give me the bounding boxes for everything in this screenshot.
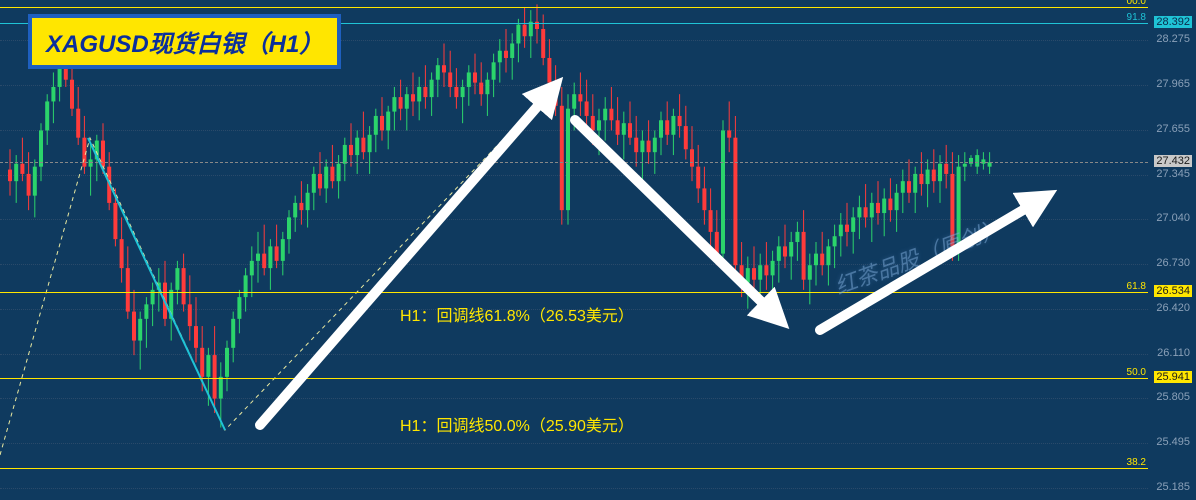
chart-root: XAGUSD现货白银（H1） 25.18525.49525.80526.1102… (0, 0, 1196, 500)
annotation-1: H1：回调线50.0%（25.90美元） (400, 412, 634, 436)
chart-title-text: XAGUSD现货白银（H1） (46, 31, 323, 58)
annotation-0: H1：回调线61.8%（26.53美元） (400, 302, 634, 326)
chart-title: XAGUSD现货白银（H1） (28, 14, 341, 69)
